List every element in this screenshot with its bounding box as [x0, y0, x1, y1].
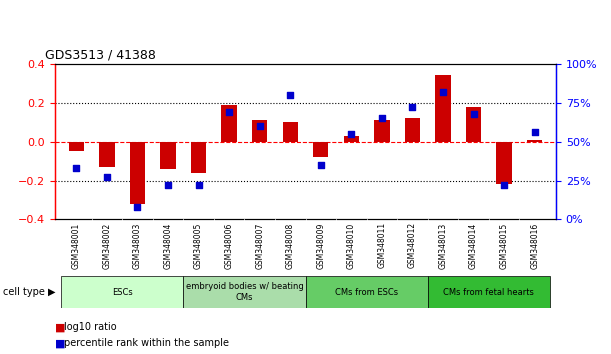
Text: percentile rank within the sample: percentile rank within the sample: [64, 338, 229, 348]
Bar: [466, 107, 481, 142]
Bar: [428, 276, 550, 308]
Point: [133, 204, 142, 210]
Bar: [306, 276, 428, 308]
Point: [285, 92, 295, 98]
Point: [346, 131, 356, 137]
Text: GSM348012: GSM348012: [408, 222, 417, 268]
Point: [469, 111, 478, 116]
Point: [194, 182, 203, 188]
Point: [377, 115, 387, 121]
Text: GSM348014: GSM348014: [469, 222, 478, 269]
Text: CMs from ESCs: CMs from ESCs: [335, 287, 398, 297]
Point: [499, 182, 509, 188]
Bar: [282, 122, 298, 142]
Text: GSM348005: GSM348005: [194, 222, 203, 269]
Text: GSM348011: GSM348011: [378, 222, 386, 268]
Text: embryoid bodies w/ beating
CMs: embryoid bodies w/ beating CMs: [186, 282, 303, 302]
Bar: [343, 136, 359, 142]
Point: [71, 165, 81, 171]
Text: GSM348002: GSM348002: [103, 222, 111, 269]
Bar: [313, 142, 329, 157]
Text: GSM348007: GSM348007: [255, 222, 264, 269]
Text: CMs from fetal hearts: CMs from fetal hearts: [444, 287, 534, 297]
Point: [530, 130, 540, 135]
Bar: [252, 120, 268, 142]
Text: GSM348010: GSM348010: [347, 222, 356, 269]
Bar: [99, 142, 115, 167]
Bar: [191, 142, 207, 173]
Text: GSM348015: GSM348015: [500, 222, 508, 269]
Text: GDS3513 / 41388: GDS3513 / 41388: [45, 48, 156, 61]
Bar: [160, 142, 176, 169]
Text: ■: ■: [55, 338, 69, 348]
Bar: [527, 140, 543, 142]
Bar: [496, 142, 512, 184]
Point: [408, 104, 417, 110]
Text: GSM348013: GSM348013: [439, 222, 447, 269]
Text: GSM348008: GSM348008: [286, 222, 295, 269]
Text: GSM348016: GSM348016: [530, 222, 539, 269]
Text: GSM348006: GSM348006: [225, 222, 233, 269]
Bar: [436, 75, 451, 142]
Bar: [68, 142, 84, 152]
Text: ■: ■: [55, 322, 69, 332]
Bar: [405, 118, 420, 142]
Text: GSM348003: GSM348003: [133, 222, 142, 269]
Bar: [374, 120, 390, 142]
Text: cell type ▶: cell type ▶: [3, 287, 56, 297]
Text: ESCs: ESCs: [112, 287, 133, 297]
Point: [102, 175, 112, 180]
Bar: [183, 276, 306, 308]
Text: GSM348004: GSM348004: [164, 222, 172, 269]
Point: [163, 182, 173, 188]
Text: GSM348009: GSM348009: [316, 222, 325, 269]
Bar: [130, 142, 145, 204]
Point: [255, 123, 265, 129]
Point: [438, 89, 448, 95]
Point: [316, 162, 326, 168]
Bar: [222, 105, 237, 142]
Text: log10 ratio: log10 ratio: [64, 322, 117, 332]
Text: GSM348001: GSM348001: [72, 222, 81, 269]
Bar: [61, 276, 183, 308]
Point: [224, 109, 234, 115]
